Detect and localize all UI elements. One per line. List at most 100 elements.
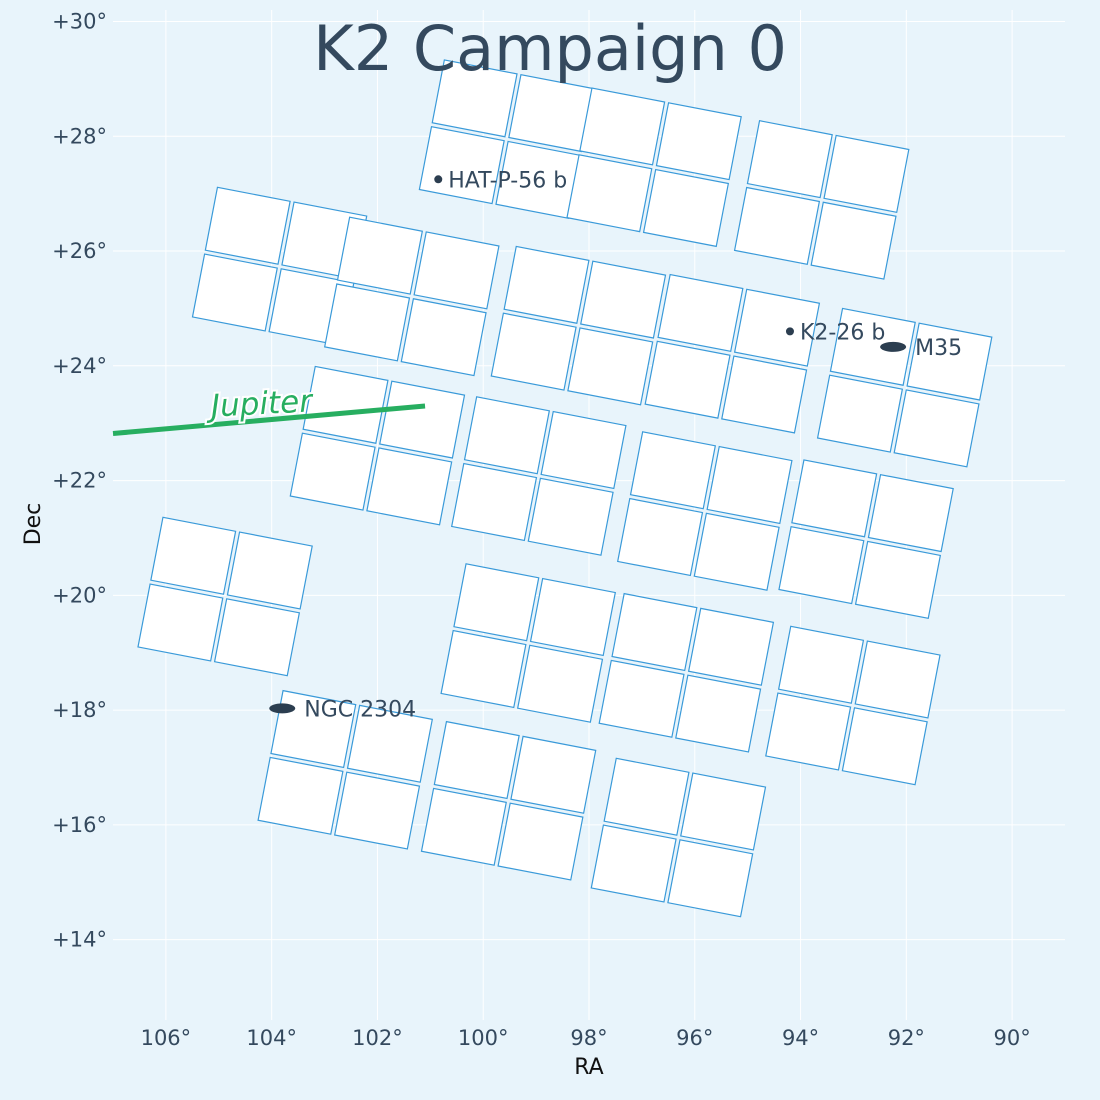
ccd-chip xyxy=(854,640,941,719)
ccd-chip xyxy=(379,380,466,459)
ccd-chip xyxy=(366,447,453,526)
ccd-chip xyxy=(598,659,685,738)
ccd-chip xyxy=(490,312,577,391)
ccd-chip xyxy=(667,839,754,918)
ccd-chip xyxy=(765,692,852,771)
ccd-chip xyxy=(777,625,865,704)
ccd-chip xyxy=(616,497,704,577)
ccd-chip xyxy=(579,87,666,166)
ccd-chip xyxy=(687,607,775,686)
ccd-chip xyxy=(503,245,590,324)
ccd-chip xyxy=(150,516,237,595)
ccd-chip xyxy=(906,322,993,401)
ccd-module xyxy=(450,396,627,556)
y-tick-label: +22° xyxy=(52,469,107,493)
ccd-chip xyxy=(791,459,878,538)
x-tick-label: 94° xyxy=(782,1026,819,1050)
x-tick-label: 102° xyxy=(352,1026,403,1050)
ccd-chip xyxy=(693,512,780,591)
y-tick-label: +16° xyxy=(52,813,107,837)
ccd-chip xyxy=(655,102,742,181)
ccd-chip xyxy=(346,704,434,783)
ccd-chip xyxy=(829,307,916,386)
ccd-chip xyxy=(816,374,904,453)
ccd-chip xyxy=(746,120,833,199)
ccd-chip xyxy=(733,186,821,266)
object-marker: K2-26 b xyxy=(785,320,885,345)
ccd-chip xyxy=(497,802,584,881)
x-tick-label: 92° xyxy=(888,1026,925,1050)
ccd-chip xyxy=(721,355,808,434)
ccd-chip xyxy=(137,583,224,662)
ccd-module xyxy=(490,245,667,406)
ccd-chip xyxy=(420,787,507,866)
ccd-chip xyxy=(289,432,376,511)
ccd-chip xyxy=(823,134,910,214)
x-tick-label: 90° xyxy=(993,1026,1030,1050)
x-tick-label: 104° xyxy=(246,1026,297,1050)
ccd-chip xyxy=(644,340,731,419)
ccd-module xyxy=(644,273,821,434)
ccd-chip xyxy=(213,598,301,677)
jupiter-label: Jupiter xyxy=(204,383,315,425)
ccd-chip xyxy=(590,824,677,903)
ccd-chip xyxy=(302,365,389,444)
y-tick-label: +18° xyxy=(52,698,107,722)
jupiter-track: Jupiter xyxy=(112,381,426,437)
object-point xyxy=(434,175,443,184)
ccd-chip xyxy=(603,757,690,836)
ccd-chip xyxy=(431,59,518,138)
ccd-chip xyxy=(527,477,614,556)
x-tick-label: 100° xyxy=(458,1026,509,1050)
object-point xyxy=(785,327,794,336)
ccd-chip xyxy=(510,735,597,814)
y-tick-label: +28° xyxy=(52,124,107,148)
ccd-module xyxy=(733,120,910,280)
ccd-chip xyxy=(226,531,313,610)
chart-title: K2 Campaign 0 xyxy=(313,12,787,85)
ccd-chip xyxy=(413,231,500,310)
object-label: K2-26 b xyxy=(800,320,885,345)
ccd-chip xyxy=(400,298,487,377)
ccd-chip xyxy=(257,756,344,835)
ccd-chip xyxy=(529,577,617,657)
ccd-chip xyxy=(854,540,942,619)
object-label: M35 xyxy=(915,336,962,361)
y-tick-label: +30° xyxy=(52,9,107,33)
x-tick-labels: 106° 104° 102° 100° 98° 96° 94° 92° 90° xyxy=(141,1026,1031,1050)
ccd-chip xyxy=(778,525,865,605)
ccd-module xyxy=(765,625,941,786)
ccd-modules xyxy=(137,59,993,918)
ccd-chip xyxy=(657,273,744,353)
ccd-chip xyxy=(508,73,595,153)
ccd-chip xyxy=(453,563,540,642)
ccd-chip xyxy=(336,216,424,295)
ccd-chip xyxy=(580,260,667,339)
ccd-chip xyxy=(567,327,654,406)
ccd-chip xyxy=(566,154,653,233)
ccd-chip xyxy=(204,186,291,265)
x-tick-label: 106° xyxy=(141,1026,192,1050)
x-tick-label: 98° xyxy=(570,1026,607,1050)
jupiter-path xyxy=(112,403,426,437)
ccd-chip xyxy=(516,644,604,723)
object-ellipse xyxy=(269,703,296,714)
ccd-chip xyxy=(450,462,538,542)
ccd-chip xyxy=(440,629,527,709)
ccd-chip xyxy=(629,431,717,510)
ccd-module xyxy=(590,757,767,918)
ccd-module xyxy=(816,307,993,468)
object-marker: HAT-P-56 b xyxy=(434,168,567,193)
ccd-chip xyxy=(611,592,698,672)
y-tick-label: +26° xyxy=(52,239,107,263)
ccd-module xyxy=(778,459,954,619)
ccd-chip xyxy=(893,389,980,468)
objects: HAT-P-56 b K2-26 b M35 NGC 2304 xyxy=(269,168,962,722)
ccd-module xyxy=(598,592,775,753)
y-tick-label: +20° xyxy=(52,583,107,607)
ccd-module xyxy=(323,216,500,377)
object-ellipse xyxy=(880,341,907,352)
y-tick-label: +24° xyxy=(52,354,107,378)
object-marker: NGC 2304 xyxy=(269,697,416,722)
